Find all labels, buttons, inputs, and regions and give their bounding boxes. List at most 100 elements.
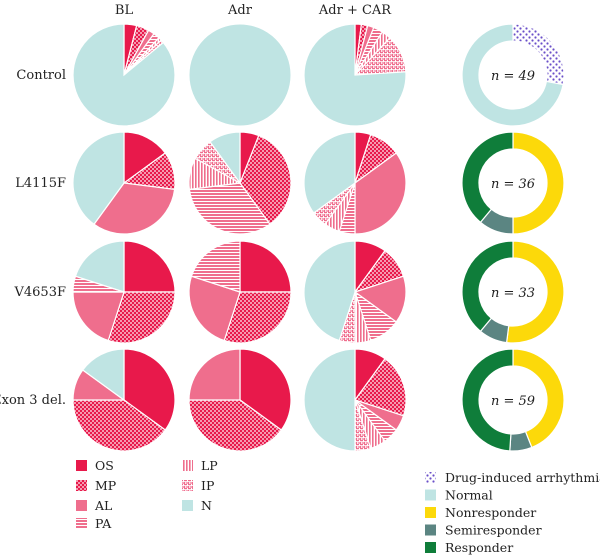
legend-label-nonresponder: Nonresponder bbox=[445, 505, 536, 520]
legend-swatch-pa bbox=[76, 518, 87, 529]
pie-l4115f-adr-car bbox=[303, 131, 407, 235]
legend-label-lp: LP bbox=[201, 458, 218, 473]
pie-control-bl bbox=[72, 23, 176, 127]
slice-l4115f-adr-pa bbox=[188, 182, 271, 235]
slice-l4115f-adr-n bbox=[209, 131, 241, 185]
legend-swatch-normal bbox=[425, 489, 436, 501]
slice-control-adr-n bbox=[188, 23, 292, 127]
slice-control-adr-car-n bbox=[303, 23, 407, 127]
slice-l4115f-bl-n bbox=[72, 131, 125, 226]
legend-item-n: N bbox=[182, 498, 212, 513]
legend-label-normal: Normal bbox=[445, 488, 493, 503]
legend-item-normal: Normal bbox=[425, 488, 493, 503]
legend-item-pa: PA bbox=[76, 516, 112, 531]
legend-label-n: N bbox=[201, 498, 212, 513]
pie-v4653f-adr-car bbox=[303, 240, 407, 344]
donut-segment-l4115f-nonresponder bbox=[512, 131, 565, 235]
slice-l4115f-adr-car-n bbox=[303, 131, 356, 214]
pie-exon-3-del-adr-car bbox=[303, 348, 407, 452]
legend-label-responder: Responder bbox=[445, 540, 513, 555]
slice-l4115f-bl-al bbox=[93, 182, 176, 235]
donut-n-label-l4115f: n = 36 bbox=[491, 177, 535, 192]
pie-v4653f-bl bbox=[72, 240, 176, 344]
legend-pie: OS MP AL PA LP IP N bbox=[76, 458, 218, 531]
legend-label-mp: MP bbox=[95, 478, 116, 493]
legend-swatch-n bbox=[182, 500, 193, 511]
slice-l4115f-adr-car-al bbox=[354, 152, 407, 235]
slice-v4653f-adr-car-al bbox=[353, 275, 407, 323]
legend-swatch-semiresponder bbox=[425, 524, 436, 536]
legend-swatch-ip bbox=[182, 480, 193, 491]
slice-control-bl-n bbox=[72, 23, 176, 127]
legend-label-os: OS bbox=[95, 458, 114, 473]
legend-item-os: OS bbox=[76, 458, 114, 473]
slice-v4653f-adr-mp bbox=[223, 291, 292, 344]
pie-exon-3-del-adr bbox=[188, 348, 292, 452]
row-label-exon-3-del: Exon 3 del. bbox=[0, 393, 66, 408]
donut-exon-3-del: n = 59 bbox=[461, 348, 565, 452]
legend-swatch-lp bbox=[182, 460, 193, 471]
legend-item-responder: Responder bbox=[425, 540, 513, 555]
legend-label-semiresponder: Semiresponder bbox=[445, 523, 542, 538]
donut-segment-control-normal bbox=[461, 23, 564, 127]
slice-v4653f-bl-n bbox=[74, 240, 125, 293]
column-headers: BL Adr Adr + CAR bbox=[115, 3, 392, 18]
column-header-adr: Adr bbox=[227, 3, 253, 18]
legend-item-mp: MP bbox=[76, 478, 116, 493]
donut-segment-v4653f-responder bbox=[461, 240, 514, 333]
legend-donut: Drug-induced arrhythmia Normal Nonresponde… bbox=[425, 470, 600, 555]
row-label-l4115f: L4115F bbox=[15, 176, 66, 191]
slice-exon-3-del-bl-os bbox=[123, 348, 176, 431]
legend-label-drug-induced-arrhythmia: Drug-induced arrhythmia bbox=[445, 470, 600, 485]
slice-v4653f-bl-os bbox=[123, 240, 176, 293]
slice-v4653f-adr-car-n bbox=[303, 240, 356, 342]
legend-swatch-mp bbox=[76, 480, 87, 491]
legend-swatch-al bbox=[76, 500, 87, 511]
donut-column: n = 49 n = 36 n = 33 n = 59 bbox=[461, 23, 565, 452]
legend-swatch-drug-induced-arrhythmia bbox=[425, 472, 436, 483]
legend-item-nonresponder: Nonresponder bbox=[425, 505, 536, 520]
slice-exon-3-del-adr-al bbox=[188, 348, 241, 401]
slice-v4653f-adr-pa bbox=[190, 240, 241, 293]
row-label-control: Control bbox=[16, 68, 66, 83]
pie-l4115f-adr bbox=[188, 131, 292, 235]
legend-item-ip: IP bbox=[182, 478, 214, 493]
donut-segment-exon-3-del-responder bbox=[461, 348, 514, 452]
slice-l4115f-bl-os bbox=[123, 131, 167, 185]
slice-exon-3-del-adr-car-mp bbox=[354, 357, 407, 417]
donut-v4653f: n = 33 bbox=[461, 240, 565, 344]
pie-control-adr-car bbox=[303, 23, 407, 127]
donut-control: n = 49 bbox=[461, 23, 565, 127]
column-header-adr-car: Adr + CAR bbox=[318, 3, 392, 18]
legend-swatch-os bbox=[76, 460, 87, 471]
legend-item-semiresponder: Semiresponder bbox=[425, 523, 542, 538]
slice-v4653f-adr-os bbox=[239, 240, 292, 293]
legend-label-ip: IP bbox=[201, 478, 214, 493]
donut-n-label-exon-3-del: n = 59 bbox=[491, 394, 535, 409]
row-labels: Control L4115F V4653F Exon 3 del. bbox=[0, 68, 66, 408]
slice-v4653f-bl-al bbox=[72, 291, 125, 342]
slice-exon-3-del-bl-n bbox=[81, 348, 125, 402]
column-header-bl: BL bbox=[115, 3, 134, 18]
legend-item-drug-induced-arrhythmia: Drug-induced arrhythmia bbox=[425, 470, 600, 485]
pie-exon-3-del-bl bbox=[72, 348, 176, 452]
slice-v4653f-bl-mp bbox=[107, 291, 176, 344]
donut-segment-l4115f-responder bbox=[461, 131, 514, 224]
pie-l4115f-bl bbox=[72, 131, 176, 235]
legend-label-pa: PA bbox=[95, 516, 112, 531]
donut-segment-v4653f-nonresponder bbox=[505, 240, 565, 344]
legend-swatch-nonresponder bbox=[425, 507, 436, 518]
legend-swatch-responder bbox=[425, 542, 436, 553]
pie-control-adr bbox=[188, 23, 292, 127]
slice-exon-3-del-adr-mp bbox=[188, 399, 283, 452]
slice-l4115f-adr-mp bbox=[239, 134, 292, 226]
legend-item-lp: LP bbox=[182, 458, 218, 473]
row-label-v4653f: V4653F bbox=[14, 285, 67, 300]
pie-v4653f-adr bbox=[188, 240, 292, 344]
slice-exon-3-del-bl-mp bbox=[72, 399, 167, 452]
donut-n-label-v4653f: n = 33 bbox=[491, 286, 535, 301]
legend-item-al: AL bbox=[76, 498, 112, 513]
pie-grid bbox=[72, 23, 407, 452]
